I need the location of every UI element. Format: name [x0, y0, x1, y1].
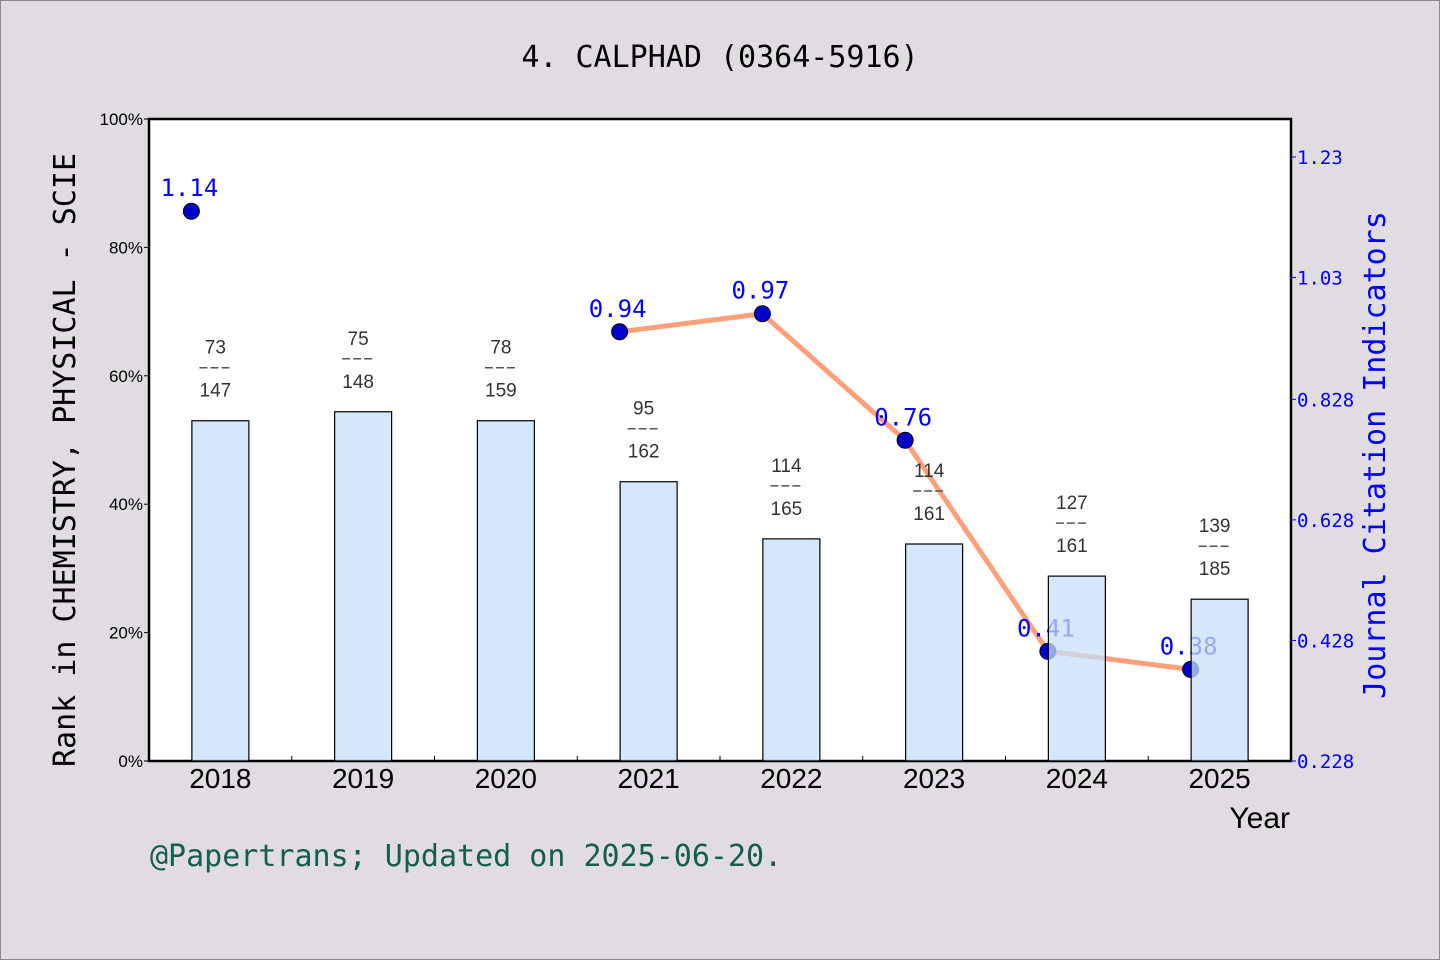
bar-total-label: 161 — [913, 504, 945, 525]
jci-value-label: 0.94 — [589, 295, 647, 323]
x-tick-label: 2023 — [903, 763, 965, 794]
x-tick-label: 2019 — [332, 763, 394, 794]
x-axis-label: Year — [1229, 802, 1290, 835]
jci-point — [896, 431, 914, 449]
line-segment — [619, 311, 763, 335]
rank-bar — [334, 411, 393, 762]
rank-bar — [762, 538, 821, 762]
right-axis-label: Journal Citation Indicators — [1358, 211, 1393, 699]
bar-total-label: 147 — [200, 381, 232, 402]
line-segment — [903, 438, 1050, 653]
bar-rank-label: 139 — [1199, 516, 1231, 537]
footer-credit: @Papertrans; Updated on 2025-06-20. — [150, 839, 782, 874]
bar-rank-label: 75 — [348, 329, 369, 350]
bar-total-label: 148 — [342, 372, 374, 393]
bar-total-label: 159 — [485, 381, 517, 402]
bar-rank-label: 114 — [771, 456, 802, 477]
rank-bar — [1190, 598, 1249, 762]
x-tick-label: 2020 — [475, 763, 537, 794]
jci-point — [753, 305, 771, 323]
rank-bar — [905, 543, 964, 762]
chart-title: 4. CALPHAD (0364-5916) — [521, 40, 918, 75]
plot-area — [147, 117, 1293, 763]
left-tick-label: 100% — [100, 110, 143, 129]
bar-rank-label: 78 — [490, 338, 511, 359]
jci-value-label: 1.14 — [160, 174, 218, 202]
right-tick-label: 0.428 — [1297, 630, 1354, 652]
rank-bar — [1047, 575, 1106, 762]
rank-bar — [191, 420, 250, 762]
x-tick-label: 2025 — [1188, 763, 1250, 794]
bar-total-label: 162 — [628, 442, 660, 463]
bar-rank-label: 114 — [914, 461, 945, 482]
jci-point — [182, 202, 200, 220]
right-tick-label: 1.03 — [1297, 268, 1343, 290]
rank-bar — [619, 481, 678, 762]
rank-bar — [476, 420, 535, 762]
bar-rank-label: 127 — [1056, 493, 1088, 514]
x-tick-label: 2022 — [760, 763, 822, 794]
bar-rank-label: 95 — [633, 399, 654, 420]
right-tick-label: 0.828 — [1297, 389, 1354, 411]
left-tick-label: 0% — [118, 752, 143, 771]
right-tick-label: 0.228 — [1297, 751, 1354, 773]
right-tick-label: 0.628 — [1297, 510, 1354, 532]
right-tick-label: 1.23 — [1297, 147, 1343, 169]
jci-value-label: 0.76 — [874, 403, 932, 431]
jci-value-label: 0.97 — [731, 277, 789, 305]
left-tick-label: 60% — [109, 367, 143, 386]
left-tick-label: 20% — [109, 624, 143, 643]
bar-rank-label: 73 — [205, 338, 226, 359]
left-axis-label: Rank in CHEMISTRY, PHYSICAL - SCIE — [48, 153, 83, 767]
bar-total-label: 161 — [1056, 536, 1088, 557]
bar-total-label: 165 — [771, 499, 803, 520]
left-tick-label: 40% — [109, 495, 143, 514]
left-tick-label: 80% — [109, 238, 143, 257]
line-segment — [760, 311, 907, 443]
x-tick-label: 2021 — [617, 763, 679, 794]
x-tick-label: 2018 — [189, 763, 251, 794]
x-tick-label: 2024 — [1046, 763, 1108, 794]
bar-total-label: 185 — [1199, 559, 1231, 580]
jci-point — [611, 323, 629, 341]
